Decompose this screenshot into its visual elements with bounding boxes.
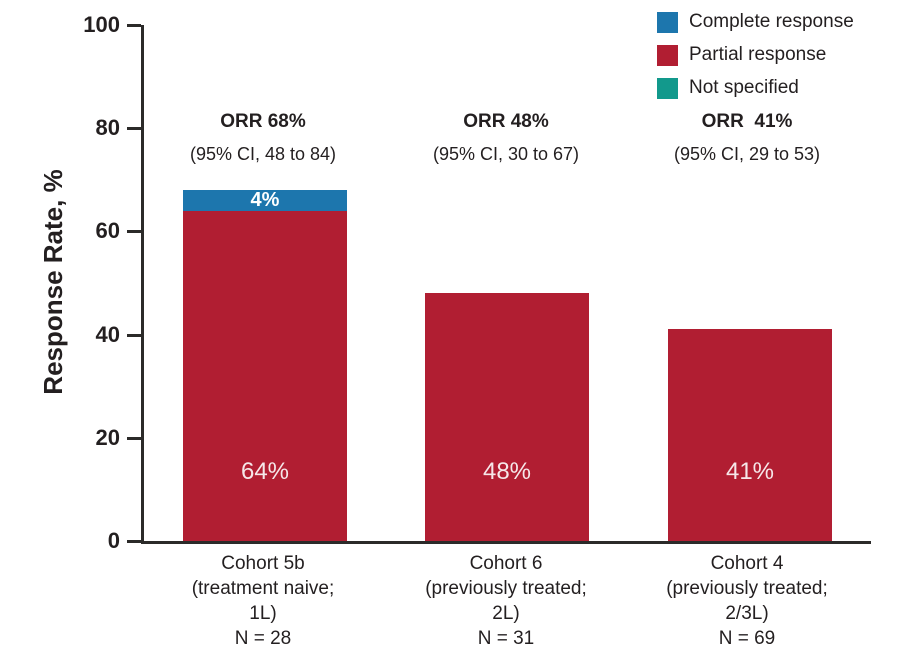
bar-segment-complete-response: 4%: [183, 189, 347, 211]
y-tick-label: 60: [95, 218, 120, 244]
legend-item-partial-response: Partial response: [657, 44, 854, 66]
x-category-label: Cohort 6 (previously treated; 2L) N = 31: [376, 551, 636, 651]
bar-value-label: 64%: [240, 458, 290, 485]
x-category-label: Cohort 5b (treatment naive; 1L) N = 28: [133, 551, 393, 651]
category-line: (previously treated;: [425, 578, 587, 599]
y-tick-mark: [127, 127, 141, 131]
category-n: N = 28: [234, 628, 292, 649]
category-line: 2L): [492, 603, 520, 624]
y-tick-label: 20: [95, 424, 120, 450]
orr-ci: (95% CI, 29 to 53): [673, 144, 821, 164]
orr-value: ORR 41%: [701, 111, 793, 132]
bar-segment-partial-response: 64%: [183, 210, 347, 541]
bar-segment-partial-response: 41%: [668, 329, 832, 541]
bar-value-label: 41%: [725, 458, 775, 485]
category-n: N = 69: [718, 628, 776, 649]
category-line: (previously treated;: [666, 578, 828, 599]
category-line: 1L): [249, 603, 277, 624]
category-n: N = 31: [477, 628, 535, 649]
orr-ci: (95% CI, 30 to 67): [432, 144, 580, 164]
category-line: Cohort 4: [710, 553, 784, 574]
category-line: (treatment naive;: [191, 578, 335, 599]
y-tick-mark: [127, 24, 141, 27]
y-tick-mark: [127, 333, 141, 337]
bar: 48%: [425, 293, 589, 541]
orr-ci: (95% CI, 48 to 84): [189, 144, 337, 164]
y-axis-title: Response Rate, %: [38, 169, 68, 395]
orr-value: ORR 68%: [220, 111, 306, 132]
category-line: 2/3L): [725, 603, 769, 624]
orr-annotation: ORR 41% (95% CI, 29 to 53): [607, 110, 887, 166]
orr-annotation: ORR 68% (95% CI, 48 to 84): [123, 110, 403, 166]
y-tick-label: 100: [83, 12, 120, 37]
y-tick-mark: [127, 436, 141, 440]
legend-label: Complete response: [689, 11, 854, 32]
not-specified-swatch-icon: [657, 77, 678, 99]
legend-item-complete-response: Complete response: [657, 11, 854, 33]
category-line: Cohort 5b: [221, 553, 305, 574]
orr-annotation: ORR 48% (95% CI, 30 to 67): [366, 110, 646, 166]
complete-response-swatch-icon: [657, 11, 678, 33]
orr-value: ORR 48%: [463, 111, 549, 132]
partial-response-swatch-icon: [657, 44, 678, 66]
y-tick-label: 80: [95, 115, 120, 141]
y-tick-mark: [127, 230, 141, 234]
category-line: Cohort 6: [469, 553, 543, 574]
legend: Complete response Partial response Not s…: [657, 11, 854, 110]
y-tick-mark: [127, 540, 141, 543]
bar: 41%: [668, 329, 832, 541]
x-category-label: Cohort 4 (previously treated; 2/3L) N = …: [617, 551, 877, 651]
legend-item-not-specified: Not specified: [657, 77, 854, 99]
bar-value-label: 48%: [482, 458, 532, 485]
y-tick-label: 40: [95, 321, 120, 347]
legend-label: Partial response: [689, 44, 827, 65]
legend-label: Not specified: [689, 77, 799, 98]
y-tick-label: 0: [107, 528, 120, 553]
plot-area: 64% 4% 48% 41%: [141, 25, 871, 544]
bar-segment-partial-response: 48%: [425, 293, 589, 541]
bar: 64% 4%: [183, 189, 347, 541]
